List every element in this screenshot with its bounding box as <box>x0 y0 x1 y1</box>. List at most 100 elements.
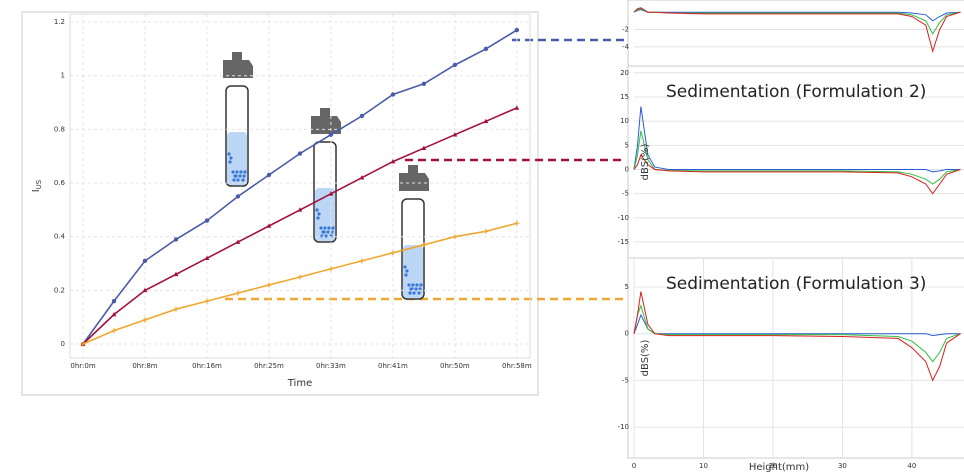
particle <box>407 283 411 287</box>
marker <box>390 92 396 97</box>
y-tick-label: -10 <box>618 214 629 222</box>
y-tick-label: 1 <box>61 72 65 80</box>
particle <box>238 174 242 178</box>
marker <box>483 46 489 52</box>
vial-cap <box>223 60 253 78</box>
particle <box>415 283 419 287</box>
marker <box>514 27 520 33</box>
particle <box>409 287 413 291</box>
x-tick-label: 40 <box>907 462 916 470</box>
marker <box>142 287 148 293</box>
series-line <box>633 153 961 195</box>
vial-cap <box>408 165 418 175</box>
particle <box>321 230 325 234</box>
particle <box>412 291 416 295</box>
y-tick-label: -4 <box>622 43 630 51</box>
y-tick-label: 0.6 <box>54 179 66 187</box>
particle <box>229 156 233 160</box>
marker <box>235 239 241 244</box>
particle <box>327 226 331 230</box>
particle <box>417 291 421 295</box>
particle <box>326 230 330 234</box>
y-tick-label: 5 <box>625 141 629 149</box>
marker <box>328 191 334 196</box>
particle <box>233 174 237 178</box>
y-tick-label: 0.4 <box>54 233 66 241</box>
panel-title: Sedimentation (Formulation 2) <box>666 82 926 102</box>
marker <box>173 306 179 312</box>
y-tick-label: -2 <box>622 26 629 34</box>
marker <box>483 118 489 124</box>
marker <box>514 220 520 226</box>
particle <box>232 178 236 182</box>
marker <box>142 317 148 323</box>
y-axis-label: dBS(%) <box>640 340 651 377</box>
marker <box>359 175 365 180</box>
marker <box>111 298 117 304</box>
marker <box>235 194 241 199</box>
y-tick-label: 0.8 <box>54 125 65 133</box>
particle <box>231 170 235 174</box>
marker <box>173 271 179 277</box>
y-axis-label: dBS(%) <box>640 144 651 181</box>
y-axis-label-main: dBS(%) <box>640 340 651 377</box>
particle <box>317 212 321 216</box>
marker <box>204 298 210 304</box>
marker <box>173 237 179 242</box>
series-line <box>633 304 961 363</box>
marker <box>483 228 489 234</box>
particle <box>414 287 418 291</box>
y-axis-label-main: dBS(%) <box>640 144 651 181</box>
x-tick-label: 30 <box>838 462 847 470</box>
particle <box>319 226 323 230</box>
x-tick-label: 0hr:16m <box>192 362 222 370</box>
marker <box>297 151 303 156</box>
y-axis-label: IUS <box>31 179 43 192</box>
vial-icons <box>223 52 429 300</box>
marker <box>421 145 427 150</box>
particle <box>316 216 320 220</box>
y-tick-label: 0 <box>625 330 629 338</box>
marker <box>235 290 241 296</box>
x-tick-label: 20 <box>768 462 777 470</box>
marker <box>204 218 210 223</box>
marker <box>452 234 458 240</box>
marker <box>328 266 334 272</box>
particle <box>243 170 247 174</box>
marker <box>204 255 210 260</box>
x-axis-label: Time <box>287 378 312 389</box>
y-tick-label: 0 <box>625 165 629 173</box>
x-axis-label: Height(mm) <box>749 462 809 473</box>
y-tick-label: -10 <box>618 423 629 431</box>
marker <box>266 172 272 178</box>
particle <box>404 273 408 277</box>
vial-cap <box>320 108 330 118</box>
panel-frame <box>627 0 964 67</box>
marker <box>421 242 427 248</box>
marker <box>80 341 86 347</box>
x-tick-label: 0hr:58m <box>502 362 532 370</box>
marker <box>359 258 365 264</box>
marker <box>111 311 117 317</box>
connectors <box>225 38 625 301</box>
marker <box>266 282 272 288</box>
y-axis-label-sub: US <box>35 179 43 189</box>
y-tick-label: 0.2 <box>54 286 65 294</box>
particle <box>331 226 335 230</box>
x-tick-label: 0hr:25m <box>254 362 284 370</box>
y-tick-label: -5 <box>622 376 629 384</box>
series-line <box>633 7 961 53</box>
marker <box>514 105 520 110</box>
x-tick-label: 0 <box>632 462 636 470</box>
marker <box>297 207 303 212</box>
y-tick-label: -5 <box>622 190 629 198</box>
particle <box>235 170 239 174</box>
marker <box>452 62 458 68</box>
marker <box>297 274 303 280</box>
y-tick-label: 1.2 <box>54 18 65 26</box>
y-tick-label: 10 <box>620 117 629 125</box>
marker <box>390 250 396 256</box>
particle <box>236 178 240 182</box>
panel-title: Sedimentation (Formulation 3) <box>666 274 926 294</box>
